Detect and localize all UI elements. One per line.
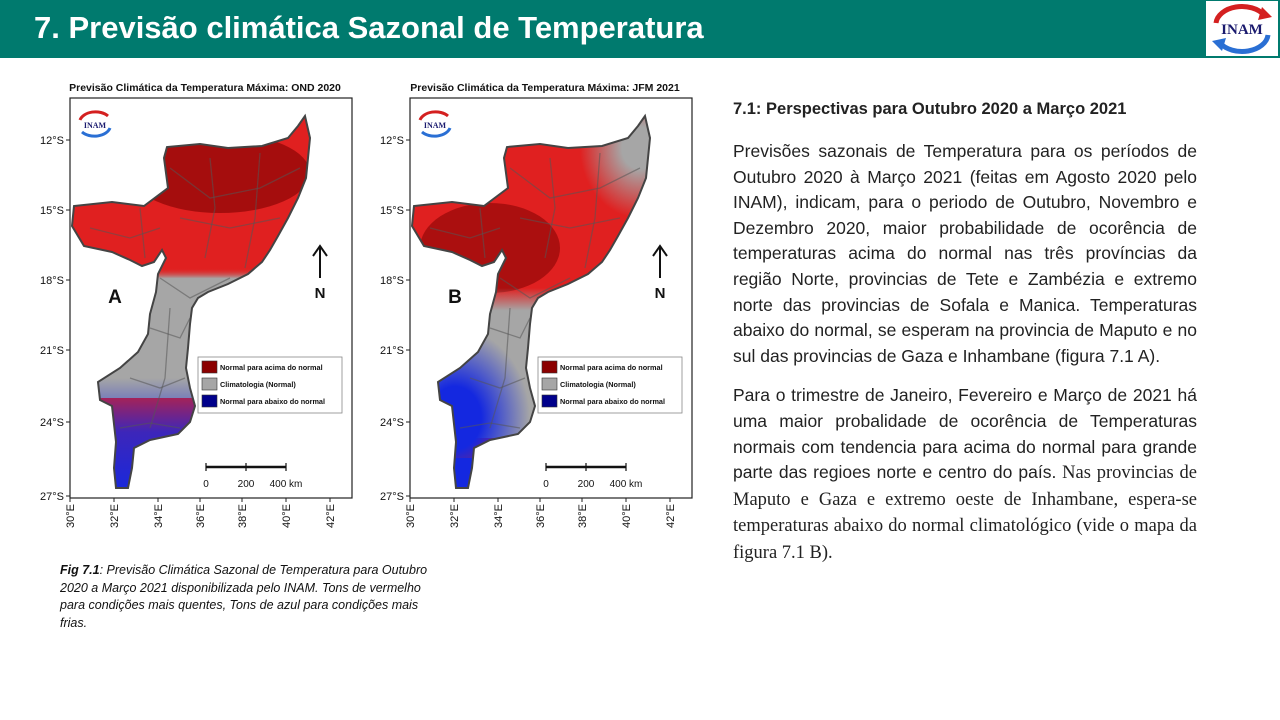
page-title: 7. Previsão climática Sazonal de Tempera…	[34, 10, 704, 45]
lon-tick-label: 38°E	[237, 504, 249, 528]
north-label: N	[315, 285, 326, 302]
inam-logo: INAM	[1206, 1, 1278, 56]
legend-label: Normal para acima do normal	[220, 363, 323, 372]
lat-tick-label: 21°S	[380, 345, 404, 357]
legend-swatch	[201, 394, 218, 408]
scale-label: 0	[203, 479, 209, 490]
legend-swatch	[541, 394, 558, 408]
map-legend: Normal para acima do normal Climatologia …	[197, 356, 343, 414]
lon-tick-label: 38°E	[577, 504, 589, 528]
map-inam-logo: INAM	[418, 110, 452, 138]
lat-tick-label: 12°S	[40, 135, 64, 147]
lon-tick-label: 42°E	[325, 504, 337, 528]
lon-tick-label: 30°E	[405, 504, 417, 528]
caption-label: Fig 7.1	[60, 563, 100, 577]
legend-label: Climatologia (Normal)	[220, 380, 296, 389]
lon-tick-label: 34°E	[153, 504, 165, 528]
figure-caption: Fig 7.1: Previsão Climática Sazonal de T…	[60, 562, 440, 632]
legend-swatch	[201, 377, 218, 391]
lon-tick-label: 34°E	[493, 504, 505, 528]
legend-swatch	[201, 360, 218, 374]
legend-label: Climatologia (Normal)	[560, 380, 636, 389]
lon-tick-label: 42°E	[665, 504, 677, 528]
lat-tick-label: 15°S	[380, 205, 404, 217]
section-heading: 7.1: Perspectivas para Outubro 2020 a Ma…	[733, 100, 1127, 118]
scale-label: 400 km	[610, 479, 643, 490]
scale-label: 200	[578, 479, 595, 490]
legend-label: Normal para acima do normal	[560, 363, 663, 372]
lon-tick-label: 36°E	[195, 504, 207, 528]
panel-label: B	[448, 287, 462, 308]
caption-text: : Previsão Climática Sazonal de Temperat…	[60, 563, 428, 630]
legend-swatch	[541, 360, 558, 374]
paragraph-jfm: Para o trimestre de Janeiro, Fevereiro e…	[733, 383, 1197, 566]
paragraph-jfm-a: Para o trimestre de Janeiro, Fevereiro e…	[733, 385, 1197, 483]
lat-tick-label: 12°S	[380, 135, 404, 147]
map-title: Previsão Climática da Temperatura Máxima…	[69, 82, 341, 94]
map-logo-text: INAM	[84, 121, 107, 130]
lat-tick-label: 24°S	[40, 417, 64, 429]
paragraph-ond: Previsões sazonais de Temperatura para o…	[733, 141, 1197, 366]
lat-tick-label: 18°S	[40, 275, 64, 287]
logo-text: INAM	[1221, 22, 1263, 38]
map-panel-a: Previsão Climática da Temperatura Máxima…	[30, 78, 370, 548]
lat-tick-label: 24°S	[380, 417, 404, 429]
scale-label: 0	[543, 479, 549, 490]
lon-tick-label: 40°E	[621, 504, 633, 528]
country-outline	[70, 113, 312, 489]
legend-label: Normal para abaixo do normal	[220, 397, 325, 406]
panel-label: A	[108, 287, 122, 308]
scale-bar: 0 200 400 km	[543, 463, 642, 490]
map-panel-b: Previsão Climática da Temperatura Máxima…	[370, 78, 710, 548]
lat-tick-label: 27°S	[380, 491, 404, 503]
legend-swatch	[541, 377, 558, 391]
header-bar: 7. Previsão climática Sazonal de Tempera…	[0, 0, 1280, 58]
lat-tick-label: 15°S	[40, 205, 64, 217]
country-outline	[410, 113, 652, 489]
map-logo-text: INAM	[424, 121, 447, 130]
lon-tick-label: 32°E	[449, 504, 461, 528]
scale-bar: 0 200 400 km	[203, 463, 302, 490]
forecast-text-panel: 7.1: Perspectivas para Outubro 2020 a Ma…	[733, 100, 1197, 567]
map-legend: Normal para acima do normal Climatologia …	[537, 356, 683, 414]
lon-tick-label: 32°E	[109, 504, 121, 528]
lat-tick-label: 18°S	[380, 275, 404, 287]
scale-label: 200	[238, 479, 255, 490]
legend-label: Normal para abaixo do normal	[560, 397, 665, 406]
lat-tick-label: 21°S	[40, 345, 64, 357]
lon-tick-label: 40°E	[281, 504, 293, 528]
north-label: N	[655, 285, 666, 302]
paragraph-jfm-b: Nas provincias de Maputo e Gaza e extrem…	[733, 463, 1198, 563]
map-inam-logo: INAM	[78, 110, 112, 138]
map-title: Previsão Climática da Temperatura Máxima…	[410, 82, 680, 94]
lon-tick-label: 36°E	[535, 504, 547, 528]
lat-tick-label: 27°S	[40, 491, 64, 503]
lon-tick-label: 30°E	[65, 504, 77, 528]
scale-label: 400 km	[270, 479, 303, 490]
